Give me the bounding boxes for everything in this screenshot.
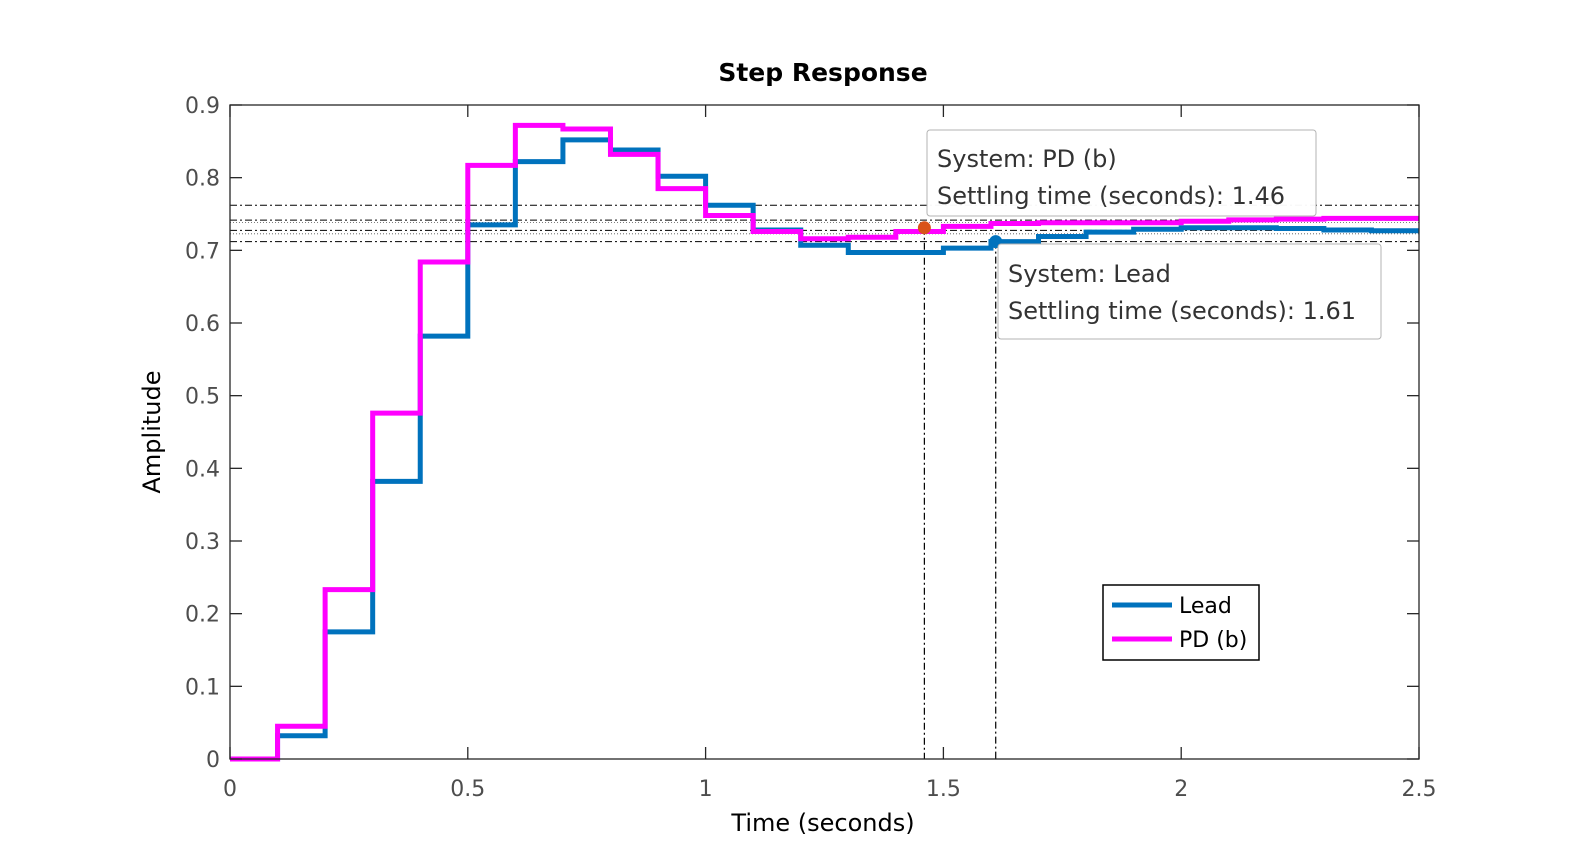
axes-frame bbox=[229, 104, 1420, 760]
x-tick-label-4: 2 bbox=[1174, 777, 1188, 802]
y-tick-label-5: 0.5 bbox=[185, 385, 220, 410]
y-tick-label-8: 0.8 bbox=[185, 167, 220, 192]
settling-markers bbox=[917, 221, 1003, 249]
datatip-lead-settling: Settling time (seconds): 1.61 bbox=[1008, 297, 1356, 325]
datatip-pd-box bbox=[926, 129, 1317, 217]
x-tick-label-0: 0 bbox=[223, 777, 237, 802]
y-tick-label-3: 0.3 bbox=[185, 530, 220, 555]
x-tick-labels: 0 0.5 1 1.5 2 2.5 bbox=[223, 777, 1437, 802]
datatip-pd-system: System: PD (b) bbox=[937, 145, 1117, 173]
x-axis-label: Time (seconds) bbox=[730, 809, 914, 837]
y-tick-label-9: 0.9 bbox=[185, 94, 220, 119]
legend-label-lead: Lead bbox=[1179, 594, 1232, 619]
y-tick-label-2: 0.2 bbox=[185, 603, 220, 628]
x-tick-label-5: 2.5 bbox=[1402, 777, 1437, 802]
datatip-lead-box bbox=[997, 243, 1382, 340]
y-axis-label: Amplitude bbox=[138, 371, 166, 494]
y-tick-label-1: 0.1 bbox=[185, 675, 220, 700]
legend[interactable]: Lead PD (b) bbox=[1102, 584, 1260, 661]
datatip-lead[interactable]: System: Lead Settling time (seconds): 1.… bbox=[997, 243, 1382, 340]
settling-marker-pd-b[interactable] bbox=[917, 221, 931, 235]
y-tick-labels: 0 0.1 0.2 0.3 0.4 0.5 0.6 0.7 0.8 0.9 bbox=[185, 94, 220, 773]
y-tick-label-6: 0.6 bbox=[185, 312, 220, 337]
y-tick-label-4: 0.4 bbox=[185, 457, 220, 482]
series-line-pd-b[interactable] bbox=[230, 122, 1419, 762]
x-tick-label-1: 0.5 bbox=[450, 777, 485, 802]
datatip-pd-settling: Settling time (seconds): 1.46 bbox=[937, 182, 1285, 210]
datatip-lead-system: System: Lead bbox=[1008, 260, 1171, 288]
chart-title: Step Response bbox=[718, 58, 927, 87]
x-tick-label-3: 1.5 bbox=[926, 777, 961, 802]
legend-label-pd-b: PD (b) bbox=[1179, 628, 1247, 653]
series-lines bbox=[230, 122, 1419, 762]
settling-time-lines bbox=[923, 227, 997, 759]
datatip-pd[interactable]: System: PD (b) Settling time (seconds): … bbox=[926, 129, 1317, 217]
y-tick-label-7: 0.7 bbox=[185, 239, 220, 264]
y-tick-label-0: 0 bbox=[206, 748, 220, 773]
axis-ticks bbox=[229, 104, 1420, 760]
legend-box bbox=[1102, 584, 1260, 661]
x-tick-label-2: 1 bbox=[699, 777, 713, 802]
